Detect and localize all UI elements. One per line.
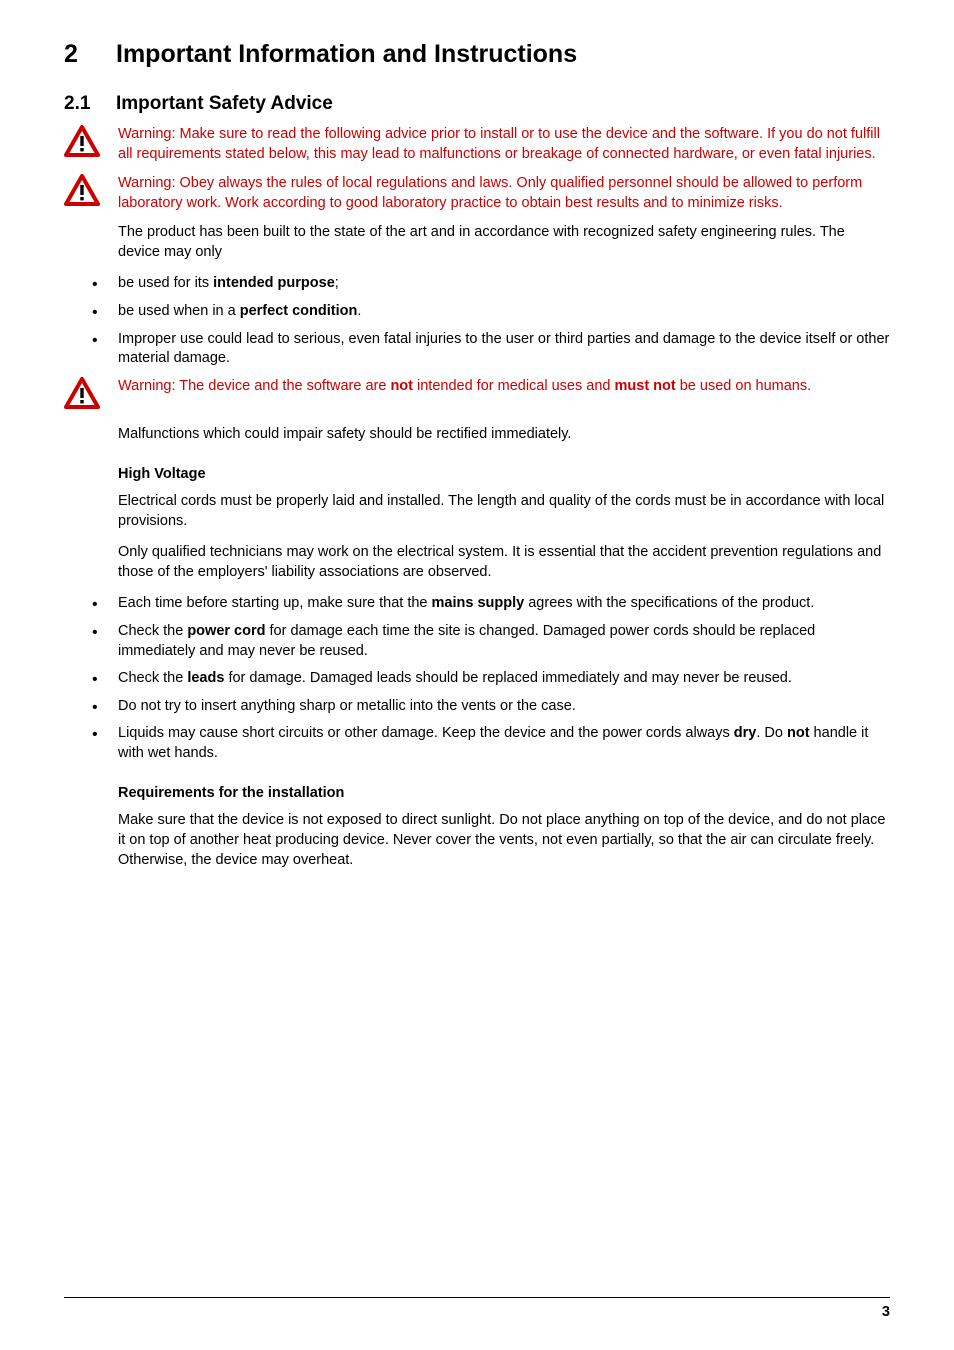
list-item: Do not try to insert anything sharp or m… (92, 697, 890, 717)
warning-icon (64, 125, 100, 157)
warning-text-3: Warning: The device and the software are… (118, 377, 890, 397)
heading-3-requirements: Requirements for the installation (118, 785, 890, 801)
body-section: Electrical cords must be properly laid a… (118, 492, 890, 582)
list-item: Liquids may cause short circuits or othe… (92, 724, 890, 763)
list-item: Check the leads for damage. Damaged lead… (92, 669, 890, 689)
page-number: 3 (882, 1304, 890, 1320)
paragraph-install: Make sure that the device is not exposed… (118, 811, 890, 870)
warning-icon (64, 174, 100, 206)
paragraph-technicians: Only qualified technicians may work on t… (118, 543, 890, 582)
heading-2-number: 2.1 (64, 93, 100, 115)
body-section: Malfunctions which could impair safety s… (118, 425, 890, 445)
heading-2-text: Important Safety Advice (116, 93, 333, 115)
bullet-list-2: Each time before starting up, make sure … (92, 594, 890, 763)
heading-3-highvoltage: High Voltage (118, 466, 890, 482)
warning-block-3: Warning: The device and the software are… (64, 377, 890, 409)
body-section: Make sure that the device is not exposed… (118, 811, 890, 870)
heading-1-number: 2 (64, 40, 92, 69)
warning-text-2: Warning: Obey always the rules of local … (118, 174, 890, 213)
paragraph-cords: Electrical cords must be properly laid a… (118, 492, 890, 531)
paragraph-malfunctions: Malfunctions which could impair safety s… (118, 425, 890, 445)
list-item: Improper use could lead to serious, even… (92, 330, 890, 369)
list-item: be used when in a perfect condition. (92, 302, 890, 322)
warning-text-1: Warning: Make sure to read the following… (118, 125, 890, 164)
heading-2: 2.1 Important Safety Advice (64, 93, 890, 115)
paragraph-built: The product has been built to the state … (118, 223, 890, 262)
warning-block-1: Warning: Make sure to read the following… (64, 125, 890, 164)
list-item: be used for its intended purpose; (92, 274, 890, 294)
bullet-list-1: be used for its intended purpose; be use… (92, 274, 890, 368)
heading-1-text: Important Information and Instructions (116, 40, 577, 69)
document-page: 2 Important Information and Instructions… (0, 0, 954, 1350)
heading-1: 2 Important Information and Instructions (64, 40, 890, 69)
body-section: The product has been built to the state … (118, 223, 890, 262)
warning-icon (64, 377, 100, 409)
list-item: Each time before starting up, make sure … (92, 594, 890, 614)
footer-rule (64, 1297, 890, 1298)
list-item: Check the power cord for damage each tim… (92, 622, 890, 661)
warning-block-2: Warning: Obey always the rules of local … (64, 174, 890, 213)
